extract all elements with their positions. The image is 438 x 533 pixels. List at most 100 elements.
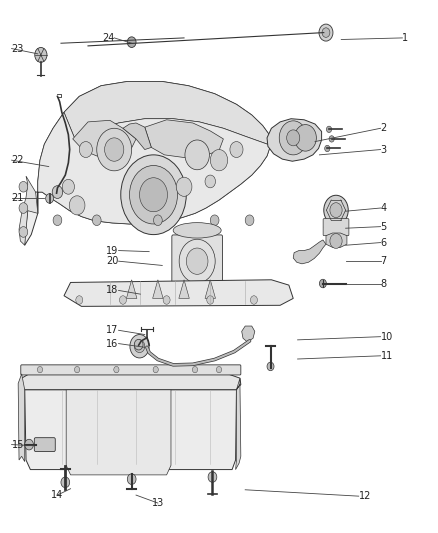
Text: 2: 2 bbox=[381, 123, 387, 133]
Circle shape bbox=[69, 196, 85, 215]
Circle shape bbox=[61, 477, 70, 488]
Polygon shape bbox=[127, 280, 137, 298]
Circle shape bbox=[76, 296, 83, 304]
Circle shape bbox=[74, 367, 80, 373]
Circle shape bbox=[105, 138, 124, 161]
Circle shape bbox=[207, 296, 214, 304]
Circle shape bbox=[153, 215, 162, 225]
Text: 7: 7 bbox=[381, 256, 387, 266]
Circle shape bbox=[326, 126, 332, 133]
Circle shape bbox=[287, 130, 300, 146]
Circle shape bbox=[134, 340, 145, 353]
Circle shape bbox=[210, 215, 219, 225]
Circle shape bbox=[176, 177, 192, 196]
Circle shape bbox=[53, 215, 62, 225]
Circle shape bbox=[52, 185, 63, 198]
Circle shape bbox=[319, 279, 326, 288]
Text: 14: 14 bbox=[51, 490, 64, 500]
Circle shape bbox=[279, 121, 307, 155]
Text: 12: 12 bbox=[359, 491, 371, 501]
Circle shape bbox=[120, 296, 127, 304]
Circle shape bbox=[251, 296, 258, 304]
Circle shape bbox=[216, 367, 222, 373]
FancyBboxPatch shape bbox=[172, 235, 223, 294]
Circle shape bbox=[153, 367, 158, 373]
Circle shape bbox=[230, 142, 243, 158]
Polygon shape bbox=[73, 120, 136, 158]
Circle shape bbox=[46, 193, 53, 203]
Circle shape bbox=[134, 340, 143, 350]
Circle shape bbox=[97, 128, 132, 171]
Circle shape bbox=[210, 150, 228, 171]
Polygon shape bbox=[64, 82, 271, 146]
Polygon shape bbox=[18, 374, 25, 462]
Circle shape bbox=[329, 136, 334, 142]
Circle shape bbox=[79, 142, 92, 158]
Text: 15: 15 bbox=[12, 440, 24, 450]
Polygon shape bbox=[236, 378, 241, 470]
Ellipse shape bbox=[324, 224, 348, 230]
Polygon shape bbox=[38, 112, 271, 224]
Circle shape bbox=[130, 165, 177, 224]
Text: 19: 19 bbox=[106, 246, 119, 255]
Text: 22: 22 bbox=[12, 155, 24, 165]
Circle shape bbox=[25, 439, 33, 450]
Circle shape bbox=[163, 296, 170, 304]
Circle shape bbox=[37, 367, 42, 373]
Circle shape bbox=[186, 248, 208, 274]
Text: 24: 24 bbox=[102, 33, 114, 43]
Circle shape bbox=[127, 37, 136, 47]
Text: 17: 17 bbox=[106, 325, 119, 335]
Circle shape bbox=[127, 474, 136, 484]
Circle shape bbox=[208, 472, 217, 482]
Circle shape bbox=[19, 227, 28, 237]
Circle shape bbox=[192, 367, 198, 373]
FancyBboxPatch shape bbox=[21, 365, 241, 375]
Circle shape bbox=[245, 215, 254, 225]
Polygon shape bbox=[152, 280, 163, 298]
Text: 18: 18 bbox=[106, 286, 119, 295]
FancyBboxPatch shape bbox=[323, 219, 349, 236]
Text: 20: 20 bbox=[106, 256, 119, 266]
Circle shape bbox=[330, 203, 342, 217]
Circle shape bbox=[324, 195, 348, 225]
Circle shape bbox=[19, 181, 28, 192]
Text: 5: 5 bbox=[381, 222, 387, 232]
Polygon shape bbox=[25, 82, 271, 245]
Polygon shape bbox=[64, 280, 293, 306]
Circle shape bbox=[330, 233, 342, 248]
Text: 11: 11 bbox=[381, 351, 393, 361]
Circle shape bbox=[205, 175, 215, 188]
Polygon shape bbox=[66, 390, 171, 475]
Text: 23: 23 bbox=[12, 44, 24, 53]
Text: 1: 1 bbox=[403, 33, 409, 43]
Circle shape bbox=[325, 146, 330, 152]
Polygon shape bbox=[179, 280, 189, 298]
Polygon shape bbox=[267, 119, 321, 161]
Text: 4: 4 bbox=[381, 203, 387, 213]
Circle shape bbox=[140, 177, 167, 212]
Circle shape bbox=[114, 367, 119, 373]
Circle shape bbox=[35, 47, 47, 62]
Polygon shape bbox=[123, 123, 151, 150]
Text: 13: 13 bbox=[152, 498, 164, 508]
Polygon shape bbox=[19, 176, 38, 245]
Circle shape bbox=[62, 179, 74, 194]
Text: 16: 16 bbox=[106, 338, 119, 349]
Polygon shape bbox=[20, 374, 241, 390]
Circle shape bbox=[185, 140, 209, 169]
Circle shape bbox=[267, 362, 274, 370]
Polygon shape bbox=[293, 240, 326, 264]
Ellipse shape bbox=[173, 244, 221, 260]
Polygon shape bbox=[25, 390, 237, 470]
Text: 8: 8 bbox=[381, 279, 387, 288]
Text: 6: 6 bbox=[381, 238, 387, 247]
Polygon shape bbox=[205, 280, 215, 298]
Circle shape bbox=[294, 125, 316, 151]
Polygon shape bbox=[242, 326, 255, 342]
Polygon shape bbox=[145, 120, 223, 158]
Circle shape bbox=[92, 215, 101, 225]
Circle shape bbox=[322, 28, 330, 37]
Ellipse shape bbox=[173, 223, 221, 238]
Circle shape bbox=[130, 335, 149, 358]
